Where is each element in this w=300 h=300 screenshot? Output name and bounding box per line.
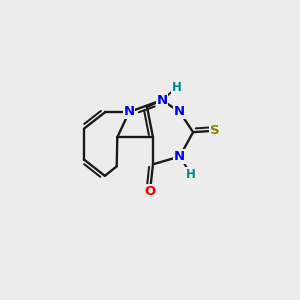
Text: O: O [144, 185, 156, 198]
Text: H: H [186, 168, 196, 181]
Text: N: N [174, 150, 185, 163]
Text: N: N [156, 94, 167, 106]
Text: S: S [210, 124, 220, 137]
Text: H: H [172, 81, 182, 94]
Text: N: N [174, 106, 185, 118]
Text: N: N [124, 106, 135, 118]
